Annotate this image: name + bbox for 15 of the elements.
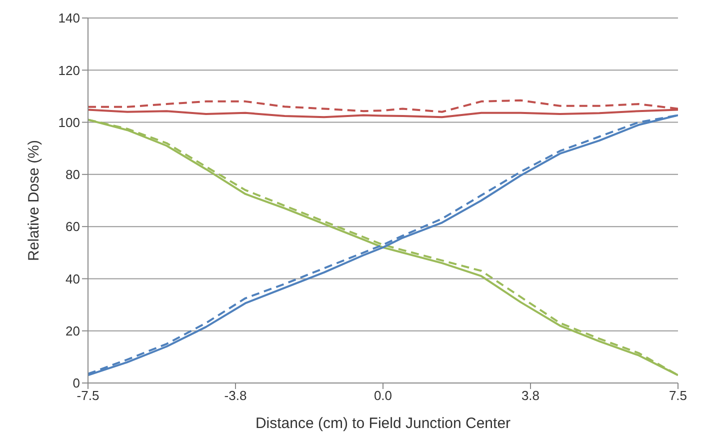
x-tick-label: 3.8: [521, 388, 540, 404]
y-tick-label: 20: [66, 323, 80, 338]
y-axis-title: Relative Dose (%): [25, 140, 42, 261]
y-tick-label: 100: [58, 114, 80, 130]
x-tick-label: -3.8: [224, 388, 247, 404]
x-axis-title: Distance (cm) to Field Junction Center: [255, 415, 511, 432]
x-tick-label: 0.0: [374, 388, 392, 404]
y-tick-label: 80: [66, 167, 80, 182]
y-tick-label: 0: [72, 376, 80, 391]
x-tick-label: -7.5: [76, 388, 100, 404]
y-tick-label: 60: [66, 219, 80, 234]
y-tick-label: 140: [58, 10, 80, 26]
y-tick-label: 120: [58, 62, 80, 78]
y-tick-label: 40: [66, 271, 80, 286]
x-tick-label: 7.5: [668, 388, 688, 404]
